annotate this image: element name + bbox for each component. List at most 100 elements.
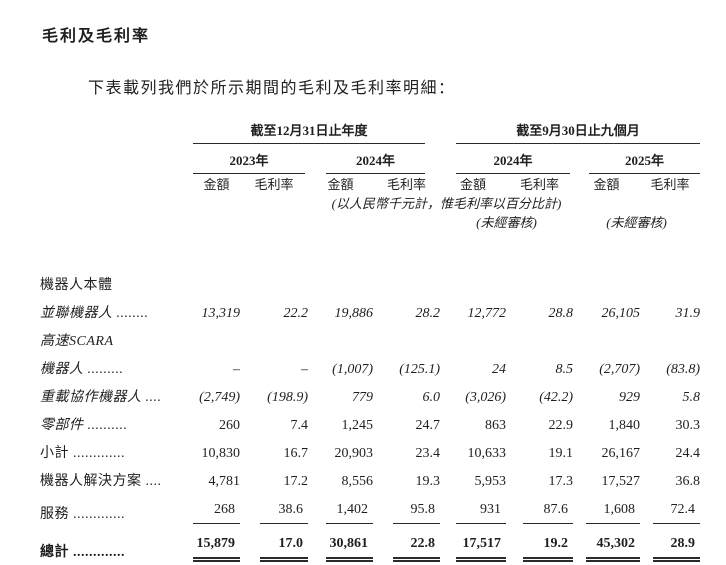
row-label: 總計 ............. (40, 545, 125, 560)
cell-value: 17,527 (601, 474, 641, 489)
cell-value: 779 (352, 390, 373, 405)
table-row-heavy-collab-robots: 重載協作機器人 .... (2,749) (198.9) 779 6.0 (3,… (40, 379, 700, 407)
cell-value: 38.6 (260, 500, 308, 524)
cell-value: 31.9 (675, 306, 701, 321)
cell-value: 10,830 (201, 446, 241, 461)
cell-value: 19,886 (334, 306, 374, 321)
group-header-fy: 截至12月31日止年度 (193, 120, 440, 144)
cell-value: 268 (193, 500, 240, 524)
year-header-row: 2023年 2024年 2024年 2025年 (40, 144, 701, 174)
group-header-9m: 截至9月30日止九個月 (440, 120, 701, 144)
intro-text: 下表載列我們於所示期間的毛利及毛利率明細： (88, 80, 456, 97)
year-2024: 2024年 (308, 144, 440, 174)
page-title: 毛利及毛利率 (42, 28, 151, 45)
table-row-total: 總計 ............. 15,879 17.0 30,861 22.8… (40, 524, 701, 562)
unaudited-note-2025: (未經審核) (606, 215, 667, 230)
cell-value: 23.4 (415, 446, 441, 461)
row-label: 機器人 ......... (40, 362, 124, 377)
cell-value: 24.4 (675, 446, 701, 461)
cell-value: 28.2 (415, 306, 441, 321)
cell-value: 1,608 (586, 500, 641, 524)
year-2023: 2023年 (193, 144, 308, 174)
unaudited-note-row: (未經審核) (未經審核) (40, 212, 700, 231)
year-2024-label: 2024年 (326, 144, 426, 174)
row-label: 高速SCARA (40, 334, 114, 349)
amount-header: 金額 (327, 177, 354, 192)
cell-value: 26,167 (601, 446, 641, 461)
cell-value: 19.3 (415, 474, 441, 489)
margin-header: 毛利率 (387, 177, 427, 192)
empty-cell (40, 212, 193, 231)
margin-header: 毛利率 (520, 177, 560, 192)
empty-cell (40, 144, 193, 174)
cell-value: 6.0 (422, 390, 441, 405)
cell-value: – (233, 362, 240, 377)
group-header-fy-label: 截至12月31日止年度 (193, 120, 426, 144)
unit-note-row: (以人民幣千元計，惟毛利率以百分比計) (40, 193, 700, 212)
cell-value: 17.3 (548, 474, 574, 489)
cell-value: 17.0 (260, 534, 308, 562)
row-label: 服務 ............. (40, 507, 125, 522)
gross-profit-table: 截至12月31日止年度 截至9月30日止九個月 2023年 2024年 2024… (40, 120, 701, 562)
cell-value: 22.9 (548, 418, 574, 433)
cell-value: 8,556 (341, 474, 374, 489)
column-header-row: 金額 毛利率 金額 毛利率 金額 毛利率 金額 毛利率 (40, 174, 700, 193)
cell-value: 7.4 (290, 418, 309, 433)
table-row-parallel-robots: 並聯機器人 ........ 13,319 22.2 19,886 28.2 1… (40, 295, 700, 323)
cell-value: 5.8 (682, 390, 701, 405)
cell-value: 24.7 (415, 418, 441, 433)
empty-cell (40, 120, 193, 144)
cell-value: 87.6 (523, 500, 574, 524)
row-label: 零部件 .......... (40, 418, 128, 433)
empty-cell (193, 212, 440, 231)
cell-value: 28.8 (548, 306, 574, 321)
cell-value: (42.2) (539, 390, 574, 405)
year-2023-label: 2023年 (193, 144, 305, 174)
cell-value: (2,749) (199, 390, 240, 405)
cell-value: 22.8 (393, 534, 441, 562)
cell-value: 863 (485, 418, 507, 433)
cell-value: 24 (492, 362, 507, 377)
amount-header: 金額 (593, 177, 620, 192)
table-row-subtotal: 小計 ............. 10,830 16.7 20,903 23.4… (40, 435, 700, 463)
cell-value: 5,953 (474, 474, 507, 489)
cell-value: 30.3 (675, 418, 701, 433)
cell-value: 10,633 (467, 446, 507, 461)
cell-value: 929 (619, 390, 641, 405)
cell-value: 4,781 (208, 474, 241, 489)
cell-value: 1,402 (326, 500, 373, 524)
spacer-row (40, 231, 700, 267)
year-2024-9m: 2024年 (440, 144, 573, 174)
empty-cell (40, 193, 193, 212)
cell-value: 1,245 (341, 418, 374, 433)
unaudited-note-2024: (未經審核) (476, 215, 537, 230)
cell-value: 26,105 (601, 306, 641, 321)
cell-value: 17,517 (456, 534, 507, 562)
cell-value: 17.2 (283, 474, 309, 489)
margin-header: 毛利率 (650, 177, 690, 192)
table-row-robot-solutions: 機器人解決方案 .... 4,781 17.2 8,556 19.3 5,953… (40, 463, 700, 491)
cell-value: 19.1 (548, 446, 574, 461)
cell-value: (125.1) (399, 362, 441, 377)
row-label: 並聯機器人 ........ (40, 306, 149, 321)
cell-value: 20,903 (334, 446, 374, 461)
table-row-scara-line2: 機器人 ......... – – (1,007) (125.1) 24 8.5… (40, 351, 700, 379)
row-label: 機器人本體 (40, 278, 113, 293)
cell-value: 95.8 (393, 500, 441, 524)
amount-header: 金額 (460, 177, 487, 192)
year-2025-9m: 2025年 (573, 144, 701, 174)
row-label: 重載協作機器人 .... (40, 390, 162, 405)
cell-value: 13,319 (201, 306, 241, 321)
cell-value: 16.7 (283, 446, 309, 461)
table-row-services: 服務 ............. 268 38.6 1,402 95.8 931… (40, 491, 701, 524)
period-group-header-row: 截至12月31日止年度 截至9月30日止九個月 (40, 120, 701, 144)
cell-value: 45,302 (586, 534, 641, 562)
cell-value: (3,026) (465, 390, 507, 405)
table-row-scara-line1: 高速SCARA (40, 323, 700, 351)
row-label: 小計 ............. (40, 446, 125, 461)
amount-header: 金額 (203, 177, 230, 192)
margin-header: 毛利率 (254, 177, 294, 192)
cell-value: (2,707) (599, 362, 641, 377)
year-2024-9m-label: 2024年 (456, 144, 571, 174)
